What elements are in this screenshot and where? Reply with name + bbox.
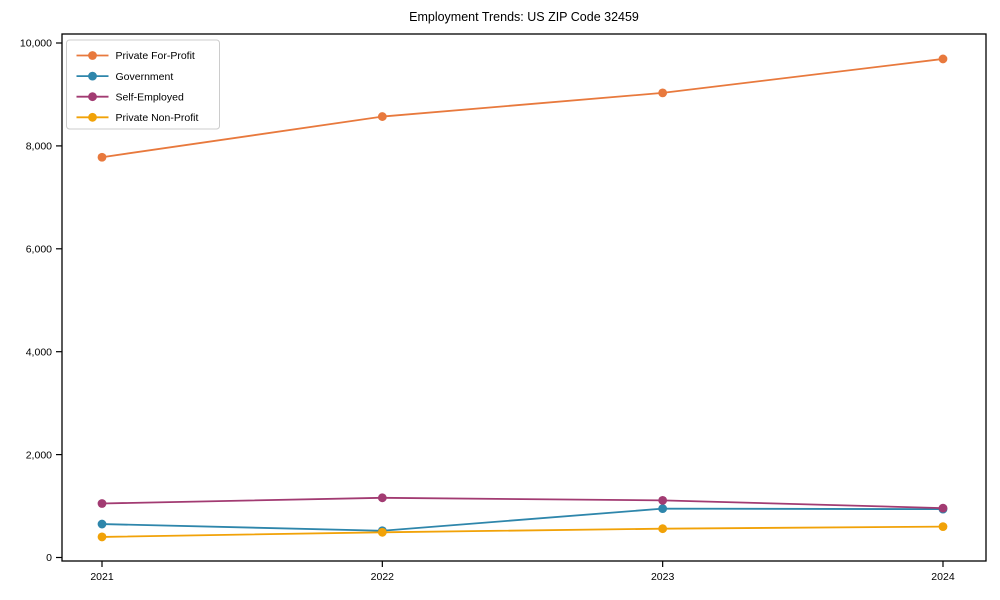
legend-marker-icon: [88, 92, 97, 102]
data-point: [97, 519, 107, 529]
data-point: [938, 522, 948, 532]
legend-item-label: Private Non-Profit: [116, 112, 199, 124]
y-tick-label: 0: [46, 552, 52, 564]
series-line: [101, 58, 944, 159]
y-tick-label: 2,000: [26, 449, 52, 461]
legend-marker-icon: [88, 112, 97, 122]
series-line: [101, 496, 944, 510]
y-tick-label: 6,000: [26, 244, 52, 256]
legend-marker-icon: [88, 51, 97, 60]
x-tick-label: 2024: [931, 571, 955, 583]
data-point: [377, 527, 387, 537]
plot-border: [61, 33, 987, 562]
y-tick-label: 8,000: [26, 141, 52, 153]
series-line: [101, 525, 943, 538]
x-tick-label: 2023: [651, 571, 675, 583]
data-point: [97, 152, 107, 162]
series-line: [101, 507, 943, 532]
legend: Private For-Profit Government Self-Employe…: [66, 39, 220, 130]
legend-item: Government: [76, 71, 174, 83]
data-point: [938, 503, 948, 513]
chart-title: Employment Trends: US ZIP Code 32459: [409, 10, 639, 24]
data-point: [97, 532, 107, 542]
series-layer: [97, 54, 948, 542]
x-tick-label: 2021: [90, 571, 114, 583]
plot-area: 0 2,000 4,000 6,000 8,000 10,000 2021 2022 2023 2…: [20, 33, 987, 583]
legend-item: Self-Employed: [76, 91, 184, 103]
data-point: [938, 54, 948, 64]
x-tick-label: 2022: [371, 571, 395, 583]
legend-item-label: Self-Employed: [116, 91, 184, 103]
data-point: [377, 493, 387, 503]
data-point: [658, 504, 668, 514]
data-point: [658, 495, 668, 505]
data-point: [658, 88, 668, 98]
legend-marker-icon: [88, 71, 97, 81]
y-tick-label: 10,000: [20, 38, 52, 50]
legend-item: Private Non-Profit: [76, 112, 199, 124]
legend-item-label: Government: [116, 71, 174, 83]
data-point: [377, 112, 387, 121]
legend-item: Private For-Profit: [76, 50, 195, 62]
legend-box: [66, 39, 220, 130]
data-point: [658, 524, 668, 534]
y-tick-label: 4,000: [26, 346, 52, 358]
legend-item-label: Private For-Profit: [116, 50, 195, 62]
data-point: [97, 499, 107, 508]
